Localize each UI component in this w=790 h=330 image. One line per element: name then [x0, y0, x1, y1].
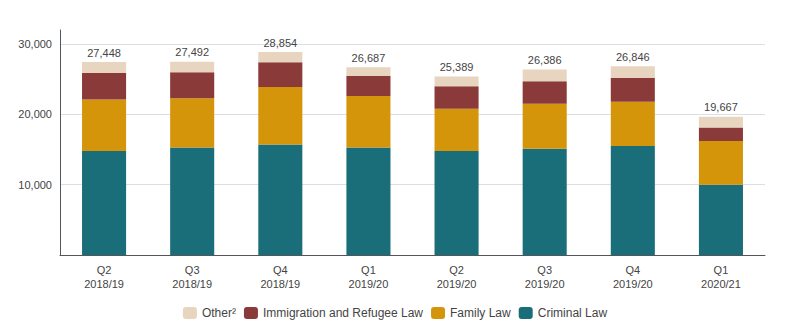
svg-text:Q2: Q2: [449, 264, 464, 276]
svg-text:27,448: 27,448: [87, 47, 121, 59]
svg-text:2019/20: 2019/20: [437, 278, 477, 290]
svg-text:Q1: Q1: [714, 264, 729, 276]
svg-text:27,492: 27,492: [175, 46, 209, 58]
svg-text:30,000: 30,000: [18, 38, 52, 50]
svg-text:10,000: 10,000: [18, 179, 52, 191]
svg-text:Immigration and Refugee Law: Immigration and Refugee Law: [263, 306, 423, 320]
svg-text:26,846: 26,846: [616, 51, 650, 63]
svg-text:20,000: 20,000: [18, 108, 52, 120]
svg-text:Family Law: Family Law: [450, 306, 511, 320]
svg-text:2018/19: 2018/19: [260, 278, 300, 290]
svg-text:2019/20: 2019/20: [525, 278, 565, 290]
svg-text:26,386: 26,386: [528, 54, 562, 66]
svg-text:2019/20: 2019/20: [349, 278, 389, 290]
svg-text:19,667: 19,667: [704, 101, 738, 113]
svg-text:26,687: 26,687: [352, 52, 386, 64]
svg-text:Q3: Q3: [537, 264, 552, 276]
svg-text:Q2: Q2: [97, 264, 112, 276]
svg-text:Criminal Law: Criminal Law: [538, 306, 608, 320]
svg-text:28,854: 28,854: [263, 37, 297, 49]
svg-text:Other²: Other²: [202, 306, 236, 320]
svg-text:2018/19: 2018/19: [84, 278, 124, 290]
svg-text:2018/19: 2018/19: [172, 278, 212, 290]
svg-text:Q4: Q4: [625, 264, 640, 276]
svg-text:2020/21: 2020/21: [701, 278, 741, 290]
svg-text:2019/20: 2019/20: [613, 278, 653, 290]
svg-text:Q1: Q1: [361, 264, 376, 276]
svg-text:Q3: Q3: [185, 264, 200, 276]
svg-text:25,389: 25,389: [440, 61, 474, 73]
svg-text:Q4: Q4: [273, 264, 288, 276]
